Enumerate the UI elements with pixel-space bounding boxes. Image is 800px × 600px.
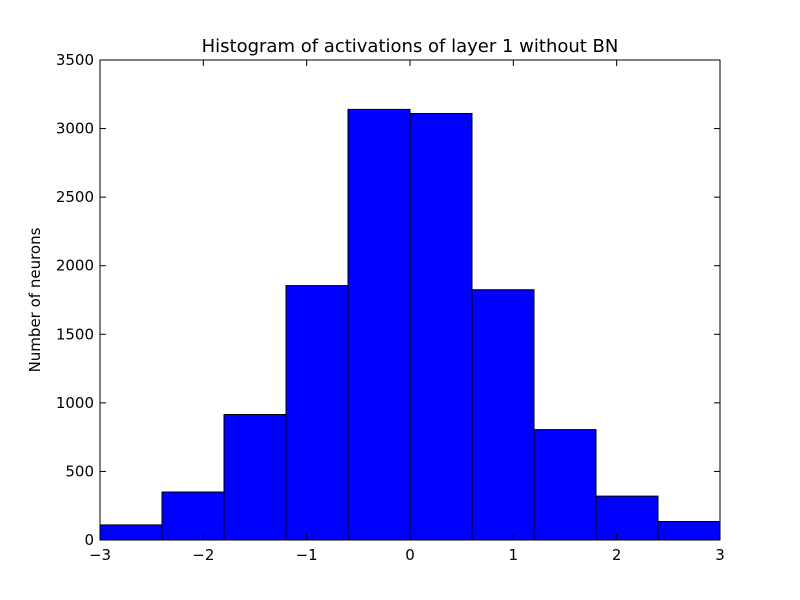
y-tick-label: 1000 — [56, 394, 94, 412]
x-tick-label: 3 — [715, 546, 725, 564]
x-tick-label: −3 — [89, 546, 111, 564]
histogram-bar-7 — [471, 289, 535, 541]
y-tick-label: 2000 — [56, 257, 94, 275]
y-tick-label: 3500 — [56, 51, 94, 69]
histogram-bar-10 — [657, 520, 721, 541]
y-tick-label: 500 — [65, 462, 94, 480]
plot-frame — [99, 59, 721, 541]
bars-group — [99, 108, 721, 541]
histogram-bar-4 — [285, 285, 349, 541]
y-axis-label: Number of neurons — [26, 227, 44, 372]
histogram-bar-8 — [533, 429, 597, 541]
chart-title: Histogram of activations of layer 1 with… — [202, 36, 619, 57]
histogram-bar-6 — [409, 112, 473, 541]
x-tick-label: −2 — [192, 546, 214, 564]
histogram-bar-5 — [347, 108, 411, 541]
histogram-bar-9 — [595, 495, 659, 541]
histogram-bar-2 — [161, 491, 225, 541]
y-tick-label: 0 — [84, 531, 94, 549]
histogram-bar-1 — [99, 524, 163, 541]
ticks-group: −3 −2 −1 0 1 2 3 0 500 1000 1500 2000 2500 3000 3500 — [56, 51, 725, 564]
y-tick-label: 2500 — [56, 188, 94, 206]
x-tick-label: −1 — [296, 546, 318, 564]
x-tick-label: 2 — [612, 546, 622, 564]
histogram-bar-3 — [223, 414, 287, 541]
x-tick-label: 1 — [509, 546, 519, 564]
y-tick-label: 1500 — [56, 325, 94, 343]
y-tick-label: 3000 — [56, 120, 94, 138]
x-tick-label: 0 — [405, 546, 415, 564]
